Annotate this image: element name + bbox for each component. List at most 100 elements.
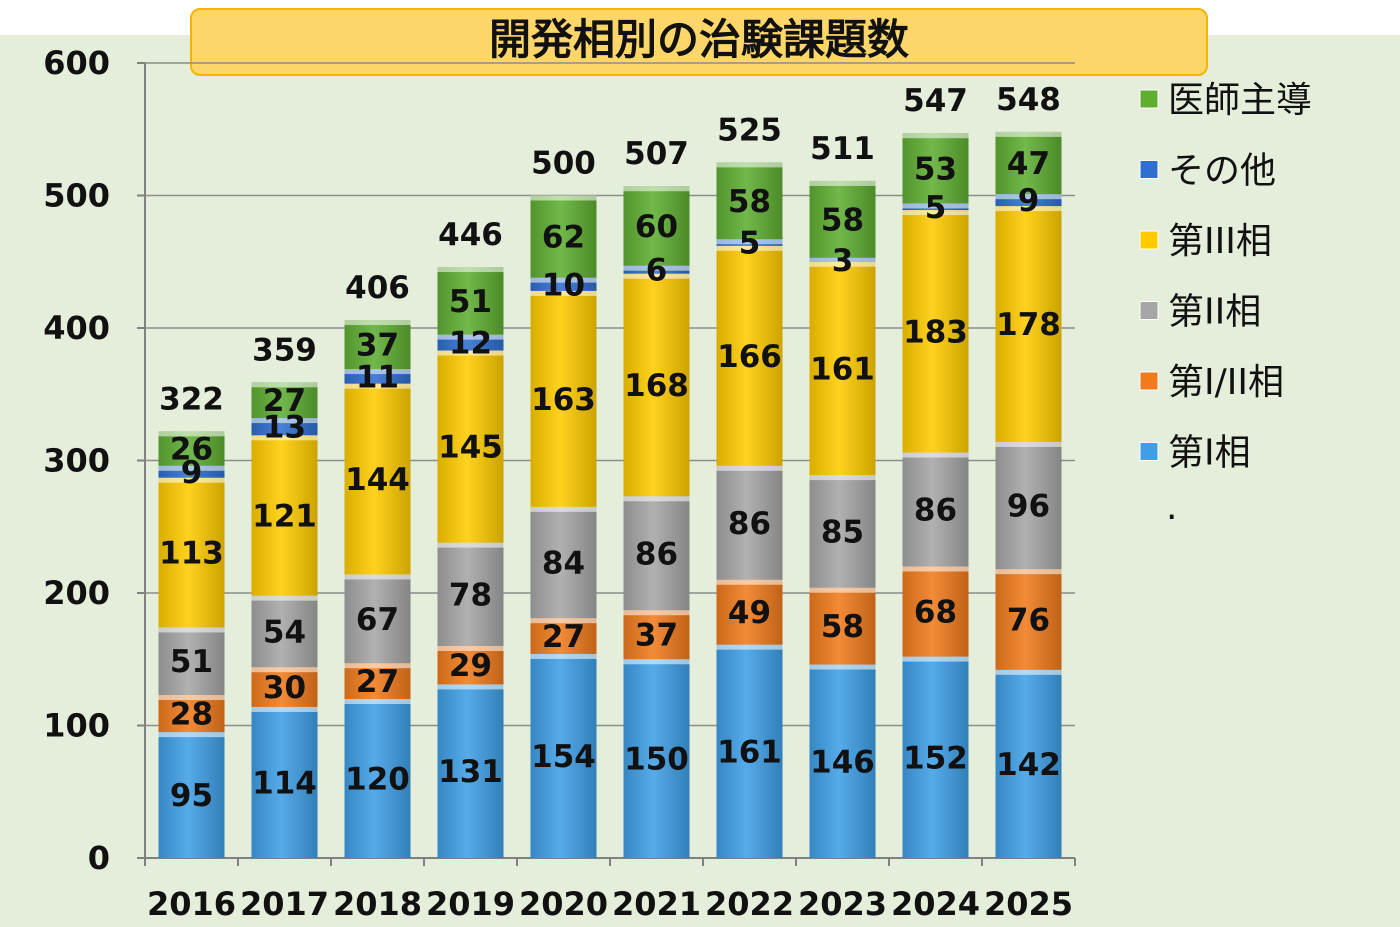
bar-segment-highlight [716, 465, 783, 471]
bar-segment-highlight [623, 186, 690, 192]
bar-segment [344, 320, 411, 370]
bar-segment [995, 194, 1062, 207]
bar-segment-highlight [995, 131, 1062, 137]
data-labels: 9528511139263221143054121132735912027671… [159, 82, 1061, 814]
bar-segment-highlight [344, 574, 411, 580]
bar-segment-highlight [251, 595, 318, 601]
bar-segment-highlight [995, 441, 1062, 447]
bar-data-label: 49 [728, 595, 771, 631]
bar-segment [158, 477, 225, 628]
legend-label: その他 [1168, 151, 1276, 192]
x-tick-label: 2017 [240, 885, 329, 923]
bar-segment-highlight [995, 669, 1062, 675]
bar-total-label: 359 [252, 332, 317, 368]
bar-segment [437, 542, 504, 646]
bar-data-label: 161 [810, 351, 875, 387]
bar-segment [995, 669, 1062, 858]
legend-swatch [1139, 442, 1159, 461]
bar-total-label: 548 [996, 82, 1061, 118]
bar-segment-highlight [716, 245, 783, 251]
bar-segment [158, 465, 225, 478]
bar-data-label: 54 [263, 614, 306, 650]
bar-segment-highlight [809, 261, 876, 267]
bar-segment-highlight [158, 477, 225, 483]
bar-segment [437, 350, 504, 543]
bar-data-label: 152 [903, 740, 968, 776]
bar-data-label: 178 [996, 307, 1061, 343]
bar-segment-highlight [623, 273, 690, 279]
bar-total-label: 406 [345, 270, 410, 306]
bar-data-label: 3 [832, 243, 854, 279]
bar-segment [158, 431, 225, 466]
bar-data-label: 183 [903, 314, 968, 350]
x-tick-label: 2024 [891, 885, 980, 923]
bar-segment-highlight [158, 465, 225, 471]
bar-segment [344, 574, 411, 664]
bar-segment-highlight [530, 653, 597, 659]
bar-segment [716, 162, 783, 240]
bar-segment [437, 684, 504, 858]
bar-total-label: 446 [438, 217, 503, 253]
bar-segment [623, 659, 690, 858]
y-tick-label: 200 [43, 574, 110, 612]
y-tick-label: 300 [43, 442, 110, 480]
x-tick-label: 2022 [705, 885, 794, 923]
bar-data-label: 30 [263, 670, 306, 706]
bar-segment-highlight [623, 610, 690, 616]
bar-segment [530, 506, 597, 619]
bar-segment [437, 646, 504, 685]
x-tick-label: 2016 [147, 885, 236, 923]
bar-data-label: 95 [170, 778, 213, 814]
bar-total-label: 322 [159, 381, 224, 417]
bar-segment [995, 569, 1062, 670]
bar-segment-highlight [437, 350, 504, 356]
legend-label: 第I/II相 [1168, 362, 1284, 403]
bar-segment [530, 195, 597, 278]
bar-segment-highlight [902, 133, 969, 139]
bar-segment-highlight [530, 618, 597, 624]
bar-data-label: 78 [449, 577, 492, 613]
bar-data-label: 86 [914, 493, 957, 529]
y-tick-label: 100 [43, 707, 110, 745]
bar-segment-highlight [902, 210, 969, 216]
bar-segment-highlight [995, 569, 1062, 575]
bar-segment [437, 267, 504, 335]
bar-segment-highlight [902, 452, 969, 458]
bar-data-label: 168 [624, 368, 689, 404]
bar-segment [995, 131, 1062, 195]
bar-segment [530, 290, 597, 507]
bar-segment-highlight [716, 579, 783, 585]
bar-segment [623, 273, 690, 497]
bar-segment-highlight [158, 627, 225, 633]
legend-label: 第II相 [1168, 292, 1261, 333]
bar-data-label: 150 [624, 742, 689, 778]
legend-label: 第I相 [1168, 433, 1251, 474]
bar-segment [623, 610, 690, 660]
bar-data-label: 51 [170, 644, 213, 680]
bar-segment-highlight [251, 667, 318, 673]
bar-segment [809, 180, 876, 258]
bar-segment-highlight [623, 496, 690, 502]
bar-segment [344, 699, 411, 858]
x-tick-label: 2025 [984, 885, 1073, 923]
bar-data-label: 120 [345, 762, 410, 798]
legend-label: 医師主導 [1168, 80, 1312, 121]
bar-data-label: 154 [531, 739, 596, 775]
bar-data-label: 161 [717, 734, 782, 770]
bar-total-label: 547 [903, 83, 968, 119]
bar-segment [530, 618, 597, 654]
bar-data-label: 114 [252, 765, 317, 801]
bar-segment-highlight [530, 290, 597, 296]
bar-segment-highlight [251, 418, 318, 424]
bar-segment [902, 656, 969, 858]
bar-data-label: 96 [1007, 489, 1050, 525]
bar-segment-highlight [437, 684, 504, 690]
bar-segment-highlight [251, 382, 318, 388]
legend-swatch [1139, 160, 1159, 179]
bar-data-label: 6 [646, 253, 668, 289]
y-tick-label: 0 [88, 839, 110, 877]
bar-data-label: 145 [438, 430, 503, 466]
legend-swatch [1139, 89, 1159, 109]
bar-data-label: 62 [542, 220, 585, 256]
